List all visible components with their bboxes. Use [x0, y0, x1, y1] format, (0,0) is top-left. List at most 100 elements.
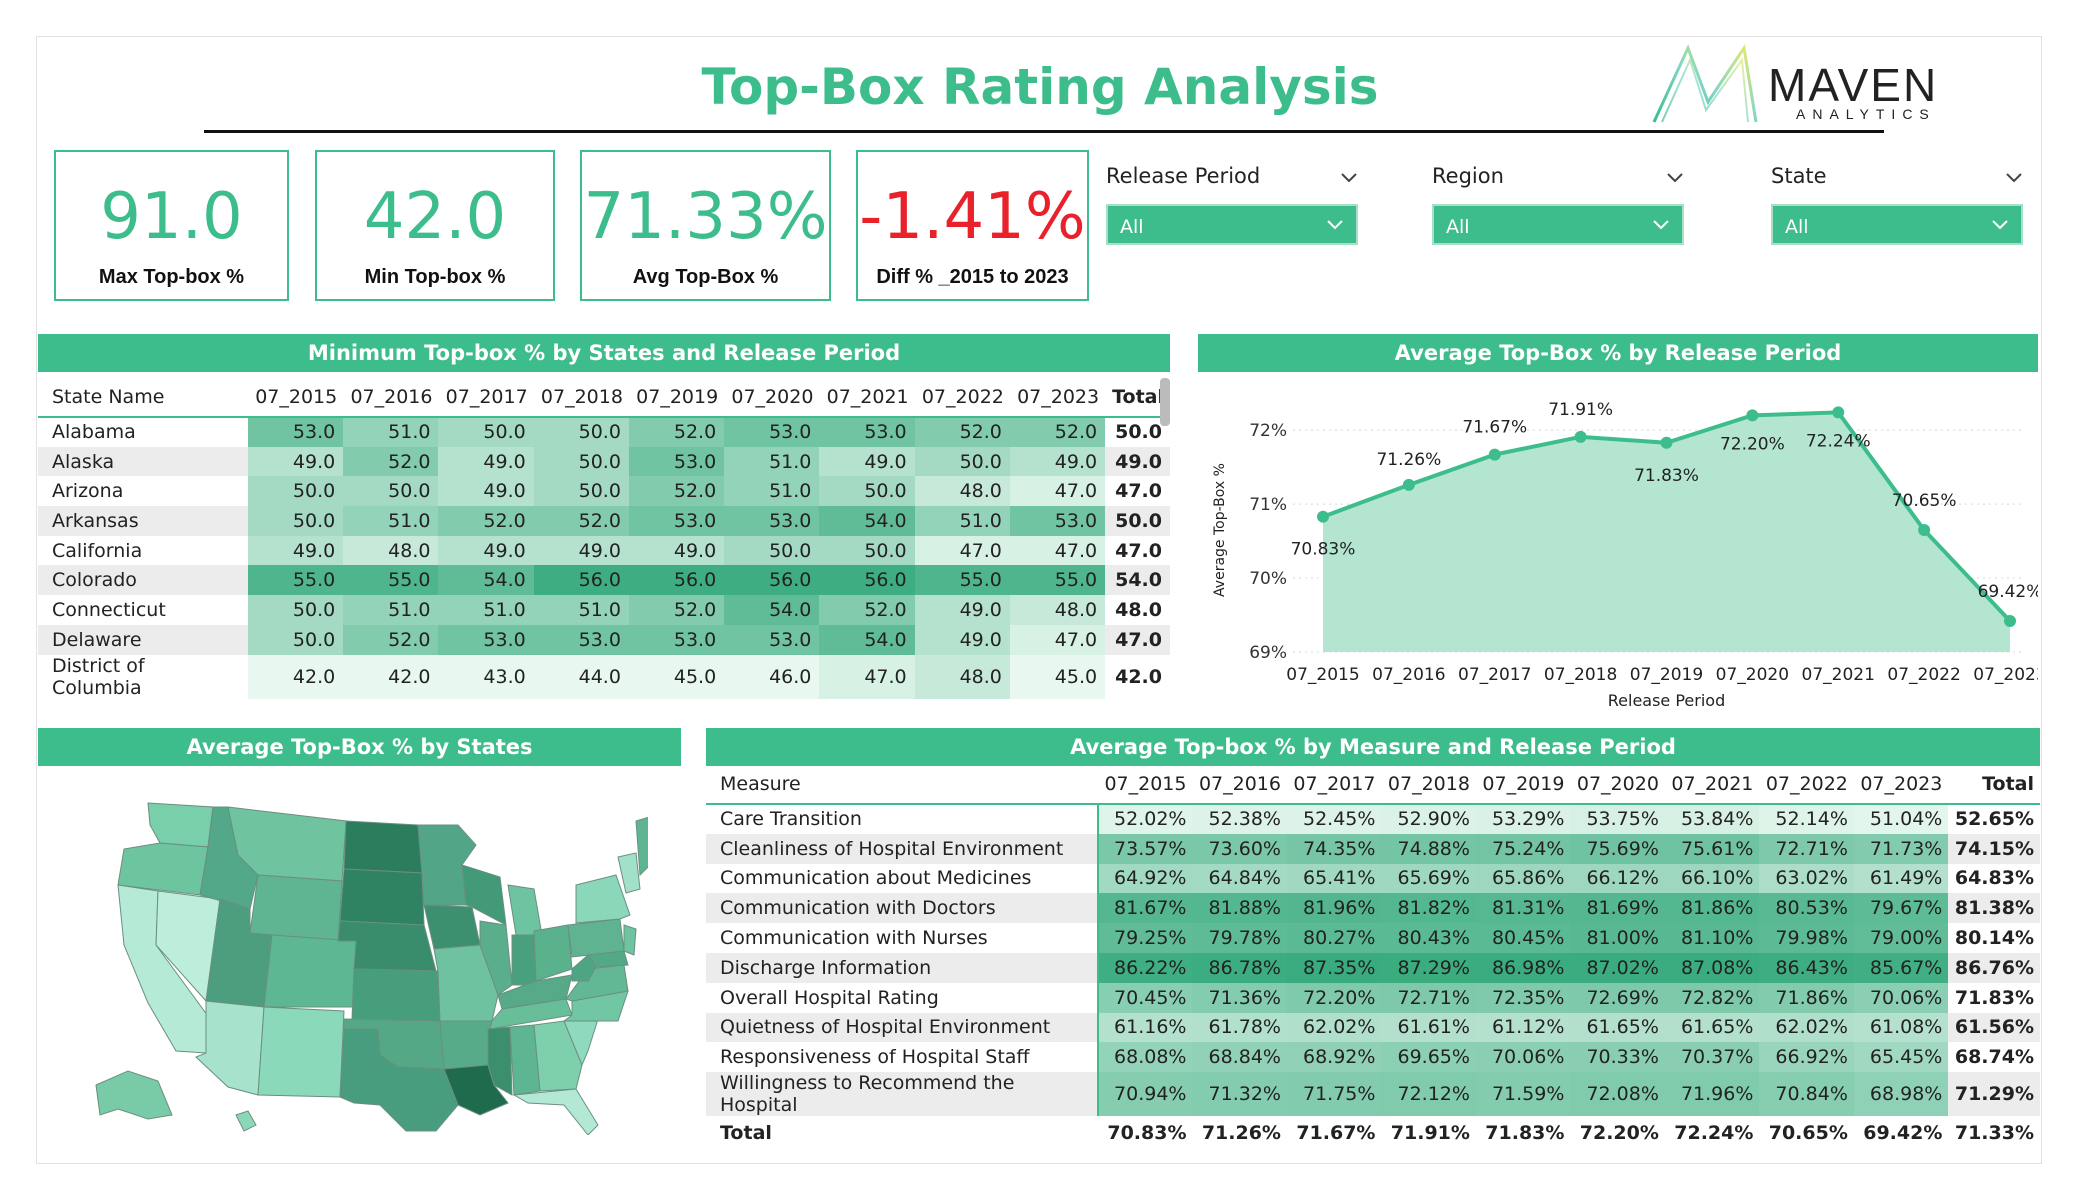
- map-state-tennessee[interactable]: [489, 998, 573, 1030]
- maven-logo-mark-icon: [1652, 44, 1758, 123]
- map-state-new-york[interactable]: [575, 874, 631, 924]
- state-dropdown[interactable]: All: [1771, 204, 2023, 245]
- column-header-period[interactable]: 07_2019: [636, 385, 719, 408]
- map-state-florida[interactable]: [512, 1088, 599, 1136]
- column-header-period[interactable]: 07_2021: [826, 385, 909, 408]
- column-header-period[interactable]: 07_2023: [1860, 772, 1943, 795]
- map-state-hawaii[interactable]: [235, 1110, 257, 1132]
- table-row[interactable]: Care Transition 52.02% 52.38% 52.45% 52.90% 5…: [706, 804, 2040, 834]
- us-states-map[interactable]: [88, 785, 667, 1136]
- map-state-new-jersey[interactable]: [623, 924, 637, 956]
- table-row[interactable]: Communication about Medicines 64.92% 64.84…: [706, 863, 2040, 894]
- table-cell: 55.0: [914, 565, 1010, 596]
- column-header-total[interactable]: Total: [1112, 385, 1164, 408]
- table-scrollbar[interactable]: [1160, 378, 1170, 426]
- map-state-mississippi[interactable]: [487, 1026, 513, 1096]
- avg-topbox-line-chart[interactable]: 69% 70% 71% 72% 70.83% 07_2015 71.26% 07_2016 71…: [1198, 380, 2047, 710]
- map-state-arkansas[interactable]: [439, 1020, 493, 1070]
- map-state-maryland[interactable]: [587, 950, 629, 968]
- table-row[interactable]: Overall Hospital Rating 70.45% 71.36% 72.20…: [706, 982, 2040, 1013]
- map-state-arizona[interactable]: [195, 1000, 265, 1096]
- map-state-georgia[interactable]: [533, 1020, 583, 1092]
- column-header-period[interactable]: 07_2021: [1671, 772, 1754, 795]
- column-header-state[interactable]: State Name: [52, 385, 165, 408]
- map-state-south-dakota[interactable]: [339, 868, 425, 926]
- map-state-alaska[interactable]: [95, 1070, 173, 1120]
- table-row[interactable]: Alabama 53.0 51.0 50.0 50.0 52.0 53.0 53.0 52.0 5…: [38, 417, 1170, 447]
- table-cell: 80.53%: [1759, 893, 1854, 924]
- column-header-period[interactable]: 07_2020: [1576, 772, 1659, 795]
- table-row[interactable]: Cleanliness of Hospital Environment 73.57…: [706, 833, 2040, 864]
- table-row[interactable]: Quietness of Hospital Environment 61.16% 6…: [706, 1012, 2040, 1043]
- map-state-vermont-nh[interactable]: [617, 852, 641, 894]
- column-header-period[interactable]: 07_2015: [1104, 772, 1187, 795]
- table-row[interactable]: District of Columbia 42.0 42.0 43.0 44.0 45.0…: [38, 654, 1170, 699]
- map-state-ohio[interactable]: [533, 924, 573, 982]
- table-cell: 53.0: [628, 506, 725, 536]
- map-state-wisconsin[interactable]: [461, 864, 507, 926]
- map-state-colorado[interactable]: [263, 934, 357, 1008]
- map-state-west-virginia[interactable]: [571, 954, 597, 982]
- table-cell: 43.0: [438, 654, 534, 699]
- table-row[interactable]: Willingness to Recommend the Hospital 70.…: [706, 1072, 2040, 1117]
- chevron-down-icon[interactable]: [1326, 218, 1344, 232]
- map-state-washington[interactable]: [147, 802, 214, 848]
- column-header-period[interactable]: 07_2017: [1293, 772, 1376, 795]
- chevron-down-icon[interactable]: [1652, 218, 1670, 232]
- column-total: 42.0: [248, 698, 344, 707]
- column-header-period[interactable]: 07_2018: [540, 385, 623, 408]
- region-dropdown[interactable]: All: [1432, 204, 1684, 245]
- column-header-period[interactable]: 07_2016: [1198, 772, 1281, 795]
- map-state-texas[interactable]: [339, 1028, 459, 1132]
- column-header-measure[interactable]: Measure: [720, 772, 801, 795]
- slicer-region[interactable]: Region All: [1432, 164, 1684, 245]
- table-row[interactable]: Arkansas 50.0 51.0 52.0 52.0 53.0 53.0 54.0 51.0…: [38, 506, 1170, 536]
- column-header-period[interactable]: 07_2018: [1387, 772, 1470, 795]
- map-state-wyoming[interactable]: [249, 874, 343, 942]
- release-period-dropdown[interactable]: All: [1106, 204, 1358, 245]
- table-row[interactable]: Delaware 50.0 52.0 53.0 53.0 53.0 53.0 54.0 49.0…: [38, 624, 1170, 655]
- table-row[interactable]: Connecticut 50.0 51.0 51.0 51.0 52.0 54.0 52.0 4…: [38, 595, 1170, 625]
- table-cell: 70.33%: [1570, 1042, 1665, 1073]
- map-state-iowa[interactable]: [423, 904, 481, 950]
- table-cell: 50.0: [819, 535, 915, 566]
- map-state-pennsylvania[interactable]: [567, 918, 625, 958]
- map-state-illinois[interactable]: [479, 920, 513, 996]
- chevron-down-icon[interactable]: [1666, 168, 1684, 186]
- column-header-period[interactable]: 07_2017: [445, 385, 528, 408]
- map-state-new-mexico[interactable]: [257, 1006, 345, 1098]
- table-row[interactable]: Arizona 50.0 50.0 49.0 50.0 52.0 51.0 50.0 48.0 4…: [38, 476, 1170, 507]
- table-row[interactable]: Alaska 49.0 52.0 49.0 50.0 53.0 51.0 49.0 50.0 49…: [38, 446, 1170, 477]
- table-cell: 53.0: [248, 417, 344, 447]
- column-header-period[interactable]: 07_2022: [1765, 772, 1848, 795]
- column-header-total[interactable]: Total: [1982, 772, 2034, 795]
- map-state-indiana[interactable]: [511, 934, 537, 986]
- column-total: 71.67%: [1286, 1116, 1382, 1151]
- table-row[interactable]: Discharge Information 86.22% 86.78% 87.35% 8…: [706, 952, 2040, 983]
- measure-topbox-table[interactable]: Measure 07_2015 07_2016 07_2017 07_2018 07_2…: [706, 764, 2040, 1151]
- table-cell: 50.0: [533, 476, 629, 507]
- column-header-period[interactable]: 07_2020: [731, 385, 814, 408]
- table-row[interactable]: Colorado 55.0 55.0 54.0 56.0 56.0 56.0 56.0 55.0…: [38, 565, 1170, 596]
- slicer-release-period[interactable]: Release Period All: [1106, 164, 1358, 245]
- map-state-north-dakota[interactable]: [343, 820, 423, 874]
- min-topbox-table[interactable]: State Name 07_2015 07_2016 07_2017 07_2018 0…: [38, 377, 1170, 707]
- chevron-down-icon[interactable]: [1340, 168, 1358, 186]
- column-header-period[interactable]: 07_2022: [921, 385, 1004, 408]
- table-row[interactable]: California 49.0 48.0 49.0 49.0 49.0 50.0 50.0 47…: [38, 535, 1170, 566]
- map-state-kansas[interactable]: [351, 968, 441, 1022]
- table-row[interactable]: Responsiveness of Hospital Staff 68.08% 68…: [706, 1042, 2040, 1073]
- table-cell: 66.92%: [1759, 1042, 1854, 1073]
- chevron-down-icon[interactable]: [1991, 218, 2009, 232]
- table-row[interactable]: Communication with Nurses 79.25% 79.78% 80.…: [706, 923, 2040, 953]
- column-header-period[interactable]: 07_2023: [1017, 385, 1100, 408]
- column-header-period[interactable]: 07_2015: [255, 385, 338, 408]
- chevron-down-icon[interactable]: [2005, 168, 2023, 186]
- column-header-period[interactable]: 07_2016: [350, 385, 433, 408]
- slicer-state[interactable]: State All: [1771, 164, 2023, 245]
- map-state-michigan[interactable]: [507, 884, 543, 936]
- row-total: 48.0: [1105, 595, 1170, 625]
- table-cell: 71.96%: [1664, 1072, 1760, 1117]
- column-header-period[interactable]: 07_2019: [1482, 772, 1565, 795]
- table-row[interactable]: Communication with Doctors 81.67% 81.88% 81…: [706, 893, 2040, 924]
